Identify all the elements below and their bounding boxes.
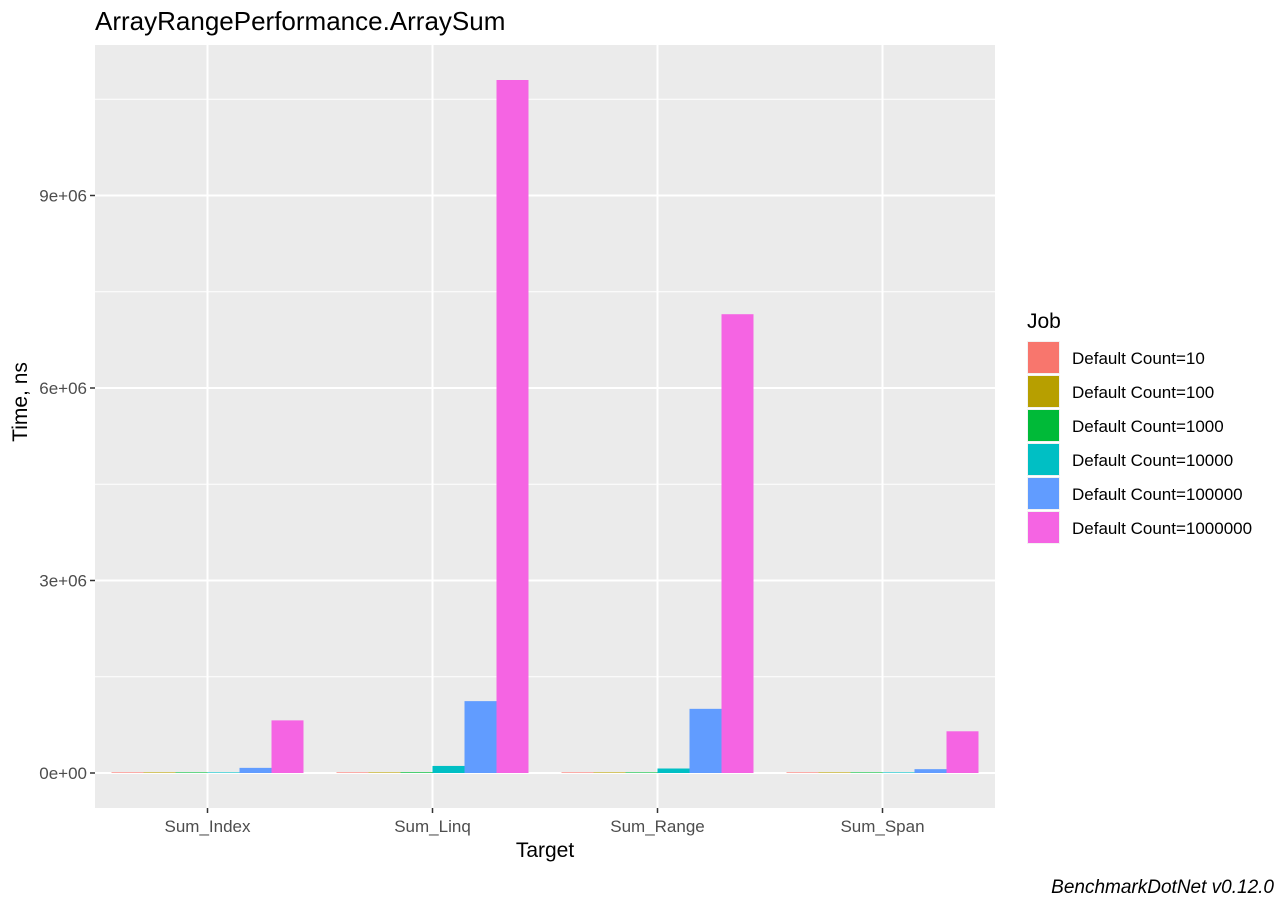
bar — [464, 701, 497, 773]
legend-title: Job — [1027, 310, 1061, 333]
bar — [496, 80, 529, 773]
chart-title: ArrayRangePerformance.ArraySum — [95, 6, 505, 36]
y-axis-title: Time, ns — [9, 362, 32, 442]
grid-lines — [95, 45, 995, 808]
legend-swatch — [1028, 376, 1059, 407]
legend-items: Default Count=10 Default Count=100 Default… — [1027, 341, 1252, 544]
bar — [593, 772, 626, 773]
legend-swatch — [1028, 512, 1059, 543]
y-axis-ticks: 0e+00 3e+06 6e+06 9e+06 — [39, 187, 95, 783]
bar — [368, 772, 401, 773]
y-tick-label: 3e+06 — [39, 572, 87, 591]
x-axis-title: Target — [516, 839, 575, 862]
x-tick-label: Sum_Linq — [394, 817, 471, 836]
bar — [882, 772, 915, 773]
bar — [657, 768, 690, 773]
bar — [432, 765, 465, 773]
x-tick-label: Sum_Span — [840, 817, 924, 836]
bar — [400, 772, 433, 773]
y-tick-label: 6e+06 — [39, 379, 87, 398]
bar — [271, 720, 304, 773]
bar — [111, 772, 144, 773]
legend-swatch — [1028, 342, 1059, 373]
y-tick-label: 9e+06 — [39, 187, 87, 206]
bar — [818, 772, 851, 773]
bar — [336, 772, 369, 773]
bar — [786, 772, 819, 773]
x-tick-label: Sum_Range — [610, 817, 705, 836]
bar — [143, 772, 176, 773]
bar — [207, 772, 240, 773]
x-axis-ticks: Sum_Index Sum_Linq Sum_Range Sum_Span — [165, 808, 925, 836]
x-tick-label: Sum_Index — [165, 817, 251, 836]
bars — [111, 80, 979, 773]
legend-label: Default Count=10 — [1072, 349, 1205, 368]
plot-panel — [95, 45, 995, 808]
bar — [850, 772, 883, 773]
bar — [914, 769, 947, 773]
bar — [625, 772, 658, 773]
bar — [946, 731, 979, 773]
legend-label: Default Count=10000 — [1072, 451, 1233, 470]
legend-swatch — [1028, 410, 1059, 441]
legend-label: Default Count=100000 — [1072, 485, 1243, 504]
legend-label: Default Count=1000000 — [1072, 519, 1252, 538]
legend-swatch — [1028, 444, 1059, 475]
bar — [721, 314, 754, 773]
bar — [689, 708, 722, 773]
legend-label: Default Count=1000 — [1072, 417, 1224, 436]
legend-swatch — [1028, 478, 1059, 509]
bar — [561, 772, 594, 773]
caption: BenchmarkDotNet v0.12.0 — [1051, 877, 1274, 898]
legend-label: Default Count=100 — [1072, 383, 1214, 402]
y-tick-label: 0e+00 — [39, 764, 87, 783]
bar — [175, 772, 208, 773]
bar — [239, 767, 272, 773]
